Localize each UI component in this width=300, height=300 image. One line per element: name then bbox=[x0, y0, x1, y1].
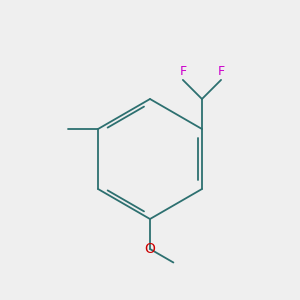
Text: O: O bbox=[145, 242, 155, 256]
Text: F: F bbox=[218, 65, 225, 78]
Text: F: F bbox=[179, 65, 186, 78]
